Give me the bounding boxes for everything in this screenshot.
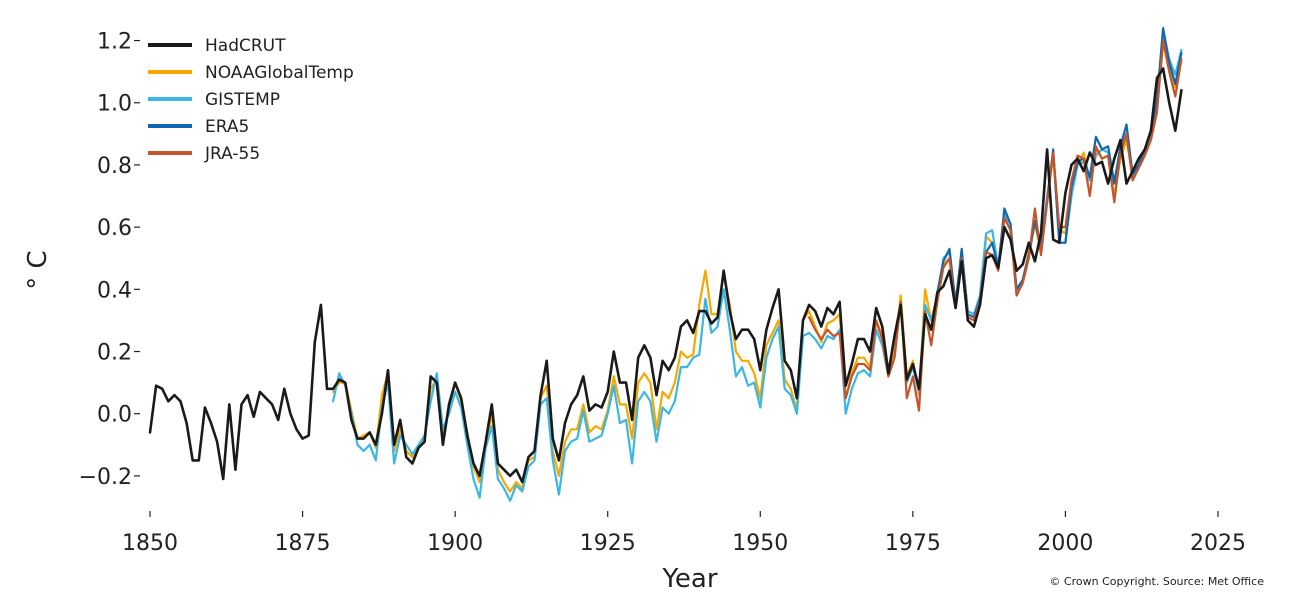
legend-label: GISTEMP	[205, 90, 280, 110]
plot-area	[148, 27, 1183, 502]
x-tick-label: 1925	[580, 531, 636, 556]
y-tick-label: −0.2	[79, 465, 132, 490]
series-line-noaaglobaltemp	[332, 42, 1183, 493]
y-tick-label: 0.8	[97, 154, 132, 179]
series-line-jra-55	[808, 39, 1183, 412]
legend-label: NOAAGlobalTemp	[205, 63, 354, 83]
y-tick-label: 0.6	[97, 216, 132, 241]
x-tick-label: 1900	[427, 531, 483, 556]
x-tick-label: 2000	[1037, 531, 1093, 556]
legend: HadCRUT NOAAGlobalTemp GISTEMP ERA5 JRA-55	[148, 36, 354, 164]
x-axis-title: Year	[661, 564, 717, 594]
y-tick-label: 0.2	[97, 341, 132, 366]
legend-label: ERA5	[205, 117, 249, 137]
x-tick-label: 2025	[1190, 531, 1246, 556]
y-tick-label: 0.0	[97, 403, 132, 428]
copyright-credit: © Crown Copyright. Source: Met Office	[1049, 575, 1264, 588]
y-tick-label: 1.0	[97, 92, 132, 117]
x-tick-label: 1950	[732, 531, 788, 556]
x-axis: 1850 1875 1900 1925 1950 1975 2000 2025	[122, 511, 1246, 556]
series-line-hadcrut	[148, 67, 1183, 484]
y-axis-title: ° C	[23, 250, 53, 289]
series-line-gistemp	[332, 30, 1183, 502]
y-tick-label: 1.2	[97, 30, 132, 55]
y-tick-label: 0.4	[97, 278, 132, 303]
legend-label: JRA-55	[204, 144, 260, 164]
x-tick-label: 1975	[885, 531, 941, 556]
y-axis: −0.2 0.0 0.2 0.4 0.6 0.8 1.0 1.2	[79, 30, 140, 490]
legend-label: HadCRUT	[205, 36, 286, 56]
x-tick-label: 1850	[122, 531, 178, 556]
series-line-era5	[936, 27, 1183, 319]
x-tick-label: 1875	[275, 531, 331, 556]
